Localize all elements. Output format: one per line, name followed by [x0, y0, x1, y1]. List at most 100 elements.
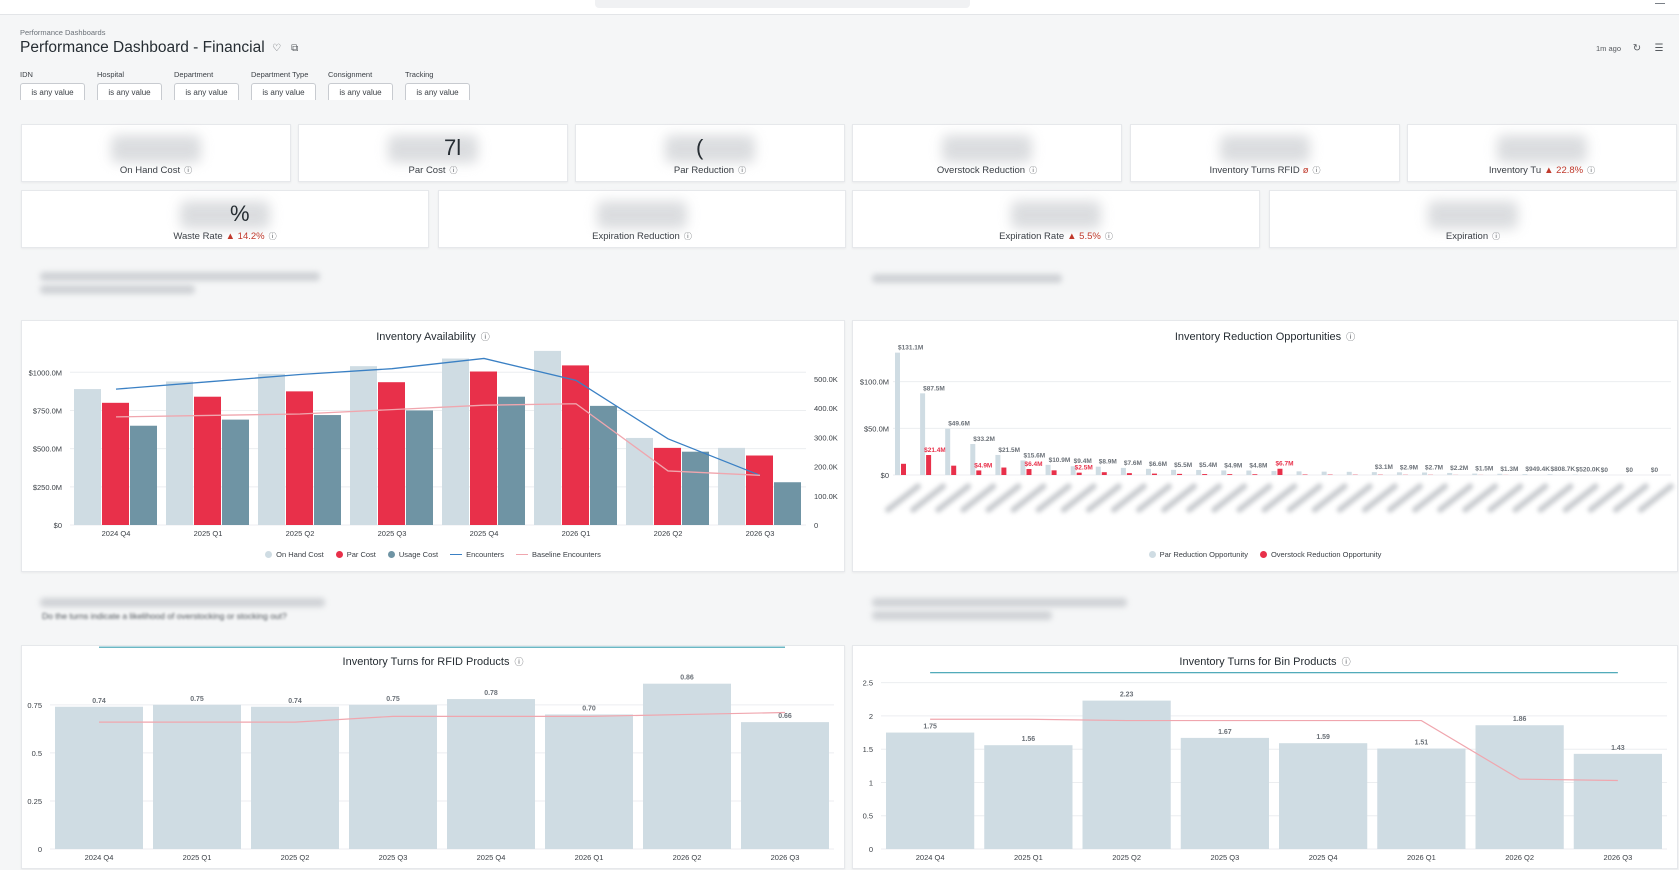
blurred-question — [872, 598, 1127, 607]
chart-legend: Par Reduction Opportunity Overstock Reduc… — [853, 550, 1677, 559]
filter-icon[interactable]: ☰ — [1653, 42, 1665, 54]
data-label: 0.75 — [386, 696, 400, 703]
y-tick-label: $250.0M — [33, 483, 62, 492]
data-label: $0 — [1601, 467, 1609, 474]
bar-on-hand-cost — [534, 351, 561, 525]
filter-value-dropdown[interactable]: is any value — [251, 83, 316, 100]
filter-value-dropdown[interactable]: is any value — [20, 83, 85, 100]
kpi-card[interactable]: % Waste Rate▲ 14.2%ⓘ — [21, 190, 429, 248]
info-icon[interactable]: ⓘ — [269, 232, 277, 241]
bar-overstock-reduction — [926, 455, 931, 475]
legend-item[interactable]: Par Cost — [336, 550, 376, 559]
bar-overstock-reduction — [1102, 472, 1107, 475]
legend-swatch — [388, 551, 395, 558]
bar-par-reduction — [1397, 472, 1402, 475]
data-label: $6.7M — [1275, 461, 1293, 468]
data-label: 1.56 — [1022, 736, 1036, 743]
bar-par-reduction — [1372, 472, 1377, 475]
data-label: $2.9M — [1400, 464, 1418, 471]
kpi-card[interactable]: Expiration Rate▲ 5.5%ⓘ — [852, 190, 1260, 248]
bar-par-reduction — [1447, 473, 1452, 475]
info-icon[interactable]: ⓘ — [684, 232, 692, 241]
breadcrumb[interactable]: Performance Dashboards — [20, 28, 105, 37]
legend-item[interactable]: Usage Cost — [388, 550, 438, 559]
bar-turns — [1377, 749, 1465, 849]
data-label: $21.4M — [924, 447, 946, 454]
filter-label: IDN — [20, 70, 85, 79]
bar-par-cost — [654, 448, 681, 525]
kpi-label-text: Par Reduction — [674, 165, 734, 176]
legend-item[interactable]: Par Reduction Opportunity — [1149, 550, 1248, 559]
availability-chart: $0$250.0M$500.0M$750.0M$1000.0M0100.0K20… — [22, 321, 846, 573]
bar-par-reduction — [1221, 470, 1226, 475]
info-icon[interactable]: ⓘ — [1029, 166, 1037, 175]
heart-icon[interactable]: ♡ — [271, 42, 283, 54]
top-nav-bar — [0, 0, 1679, 15]
bar-par-reduction — [1297, 471, 1302, 475]
data-label: $0 — [1626, 467, 1634, 474]
filter-value-dropdown[interactable]: is any value — [405, 83, 470, 100]
legend-swatch — [265, 551, 272, 558]
bar-usage-cost — [498, 397, 525, 525]
y-tick-label: 0.5 — [863, 812, 873, 821]
info-icon[interactable]: ⓘ — [184, 166, 192, 175]
legend-label: Usage Cost — [399, 550, 438, 559]
blurred-value — [388, 135, 478, 163]
menu-icon[interactable] — [1655, 0, 1665, 4]
filter-label: Tracking — [405, 70, 470, 79]
legend-item[interactable]: On Hand Cost — [265, 550, 324, 559]
bar-par-reduction — [1347, 472, 1352, 475]
bar-overstock-reduction — [1052, 470, 1057, 475]
global-search-input[interactable] — [595, 0, 970, 8]
data-label: $5.5M — [1174, 462, 1192, 469]
kpi-label: Waste Rate▲ 14.2%ⓘ — [22, 231, 428, 242]
bar-usage-cost — [314, 415, 341, 525]
kpi-card[interactable]: Inventory Tu▲ 22.8%ⓘ — [1407, 124, 1677, 182]
info-icon[interactable]: ⓘ — [738, 166, 746, 175]
blurred-value — [665, 135, 755, 163]
filter-value-dropdown[interactable]: is any value — [328, 83, 393, 100]
legend-item[interactable]: Encounters — [450, 550, 504, 559]
bar-on-hand-cost — [258, 374, 285, 525]
bar-overstock-reduction — [1227, 474, 1232, 475]
kpi-value-fragment: % — [230, 201, 250, 227]
legend-item[interactable]: Baseline Encounters — [516, 550, 601, 559]
copy-icon[interactable]: ⧉ — [289, 42, 301, 54]
bar-par-reduction — [1422, 472, 1427, 475]
blurred-value — [597, 201, 687, 229]
bar-par-reduction — [1271, 471, 1276, 475]
filter-value-dropdown[interactable]: is any value — [97, 83, 162, 100]
y2-tick-label: 100.0K — [814, 492, 838, 501]
info-icon[interactable]: ⓘ — [1105, 232, 1113, 241]
filter-value-dropdown[interactable]: is any value — [174, 83, 239, 100]
info-icon[interactable]: ⓘ — [449, 166, 457, 175]
bar-on-hand-cost — [350, 366, 377, 525]
bar-par-reduction — [920, 393, 925, 475]
bar-usage-cost — [774, 482, 801, 525]
bar-turns — [886, 733, 974, 849]
legend-item[interactable]: Overstock Reduction Opportunity — [1260, 550, 1381, 559]
bar-overstock-reduction — [1127, 473, 1132, 475]
info-icon[interactable]: ⓘ — [1492, 232, 1500, 241]
y-tick-label: $500.0M — [33, 445, 62, 454]
bar-par-reduction — [970, 444, 975, 475]
refresh-icon[interactable]: ↻ — [1631, 42, 1643, 54]
bar-par-reduction — [1196, 470, 1201, 475]
filter-hospital: Hospital is any value — [97, 70, 162, 100]
data-label: $2.2M — [1450, 465, 1468, 472]
x-tick-label: 2025 Q3 — [379, 853, 408, 862]
data-label: $6.4M — [1024, 461, 1042, 468]
info-icon[interactable]: ⓘ — [1313, 166, 1321, 175]
x-tick-label: 2025 Q2 — [1112, 853, 1141, 862]
info-icon[interactable]: ⓘ — [1587, 166, 1595, 175]
data-label: $87.5M — [923, 385, 945, 392]
